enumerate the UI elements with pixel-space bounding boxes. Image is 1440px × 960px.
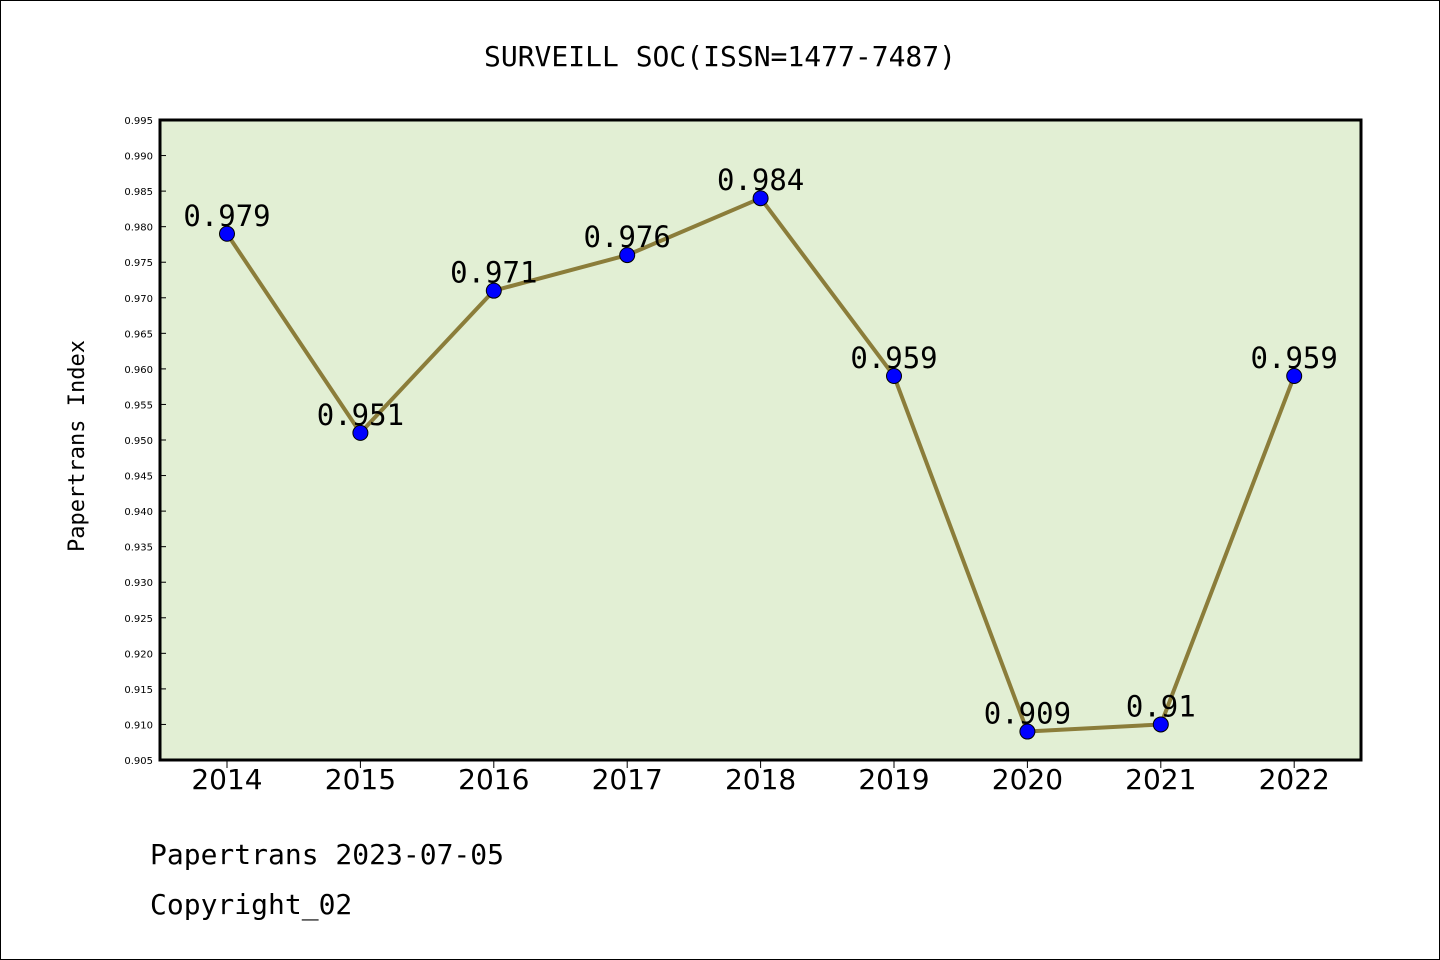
y-tick-label: 0.960	[124, 365, 153, 376]
data-labels: 0.979 0.951 0.971 0.976 0.984 0.959 0.909 0.91 0…	[183, 163, 1338, 730]
data-label: 0.979	[183, 199, 270, 233]
y-tick-label: 0.975	[124, 258, 153, 269]
y-tick-label: 0.925	[124, 614, 153, 625]
y-tick-label: 0.980	[124, 223, 153, 234]
data-point	[619, 247, 636, 264]
data-label: 0.909	[984, 697, 1071, 731]
x-tick-label: 2017	[592, 763, 663, 796]
x-tick-label: 2016	[458, 763, 529, 796]
x-tick-label: 2021	[1125, 763, 1196, 796]
x-axis: 2014 2015 2016 2017 2018 2019 2020 2021 2022	[191, 760, 1330, 796]
data-point	[1152, 716, 1169, 733]
data-label: 0.976	[584, 220, 671, 254]
y-axis-label: Papertrans Index	[65, 340, 90, 552]
data-label: 0.971	[450, 256, 537, 290]
data-label: 0.984	[717, 163, 804, 197]
y-tick-label: 0.965	[124, 329, 153, 340]
data-label: 0.951	[317, 398, 404, 432]
y-tick-label: 0.935	[124, 543, 153, 554]
x-tick-label: 2022	[1259, 763, 1330, 796]
data-point	[219, 225, 235, 242]
data-label: 0.959	[850, 341, 937, 375]
x-tick-label: 2014	[191, 763, 262, 796]
y-tick-label: 0.920	[124, 649, 153, 660]
y-tick-label: 0.910	[124, 720, 153, 731]
series	[219, 190, 1303, 740]
footer-copyright: Copyright_02	[150, 888, 352, 922]
x-tick-label: 2018	[725, 763, 796, 796]
y-tick-label: 0.970	[124, 294, 153, 305]
y-tick-label: 0.955	[124, 400, 153, 411]
footer-date: Papertrans 2023-07-05	[150, 838, 504, 871]
y-tick-label: 0.905	[124, 756, 153, 767]
x-tick-label: 2019	[858, 763, 929, 796]
y-axis: 0.905 0.910 0.915 0.920 0.925 0.930 0.935 0.940…	[124, 116, 166, 767]
data-point	[886, 368, 902, 384]
data-label: 0.91	[1126, 689, 1196, 723]
y-tick-label: 0.940	[124, 507, 153, 518]
y-tick-label: 0.995	[124, 116, 153, 127]
y-tick-label: 0.950	[124, 436, 153, 447]
y-tick-label: 0.945	[124, 472, 153, 483]
data-point	[485, 282, 502, 299]
data-point	[1019, 723, 1036, 740]
chart-title: SURVEILL SOC(ISSN=1477-7487)	[484, 40, 956, 73]
x-tick-label: 2020	[992, 763, 1063, 796]
plot-border	[158, 118, 1363, 762]
y-tick-label: 0.985	[124, 187, 153, 198]
data-point	[1286, 368, 1303, 384]
data-point	[352, 424, 369, 441]
data-label: 0.959	[1251, 341, 1338, 375]
data-point	[752, 190, 769, 207]
y-tick-label: 0.915	[124, 685, 153, 696]
y-tick-label: 0.990	[124, 152, 153, 163]
y-tick-label: 0.930	[124, 578, 153, 589]
plot-area	[160, 120, 1361, 760]
x-tick-label: 2015	[325, 763, 396, 796]
